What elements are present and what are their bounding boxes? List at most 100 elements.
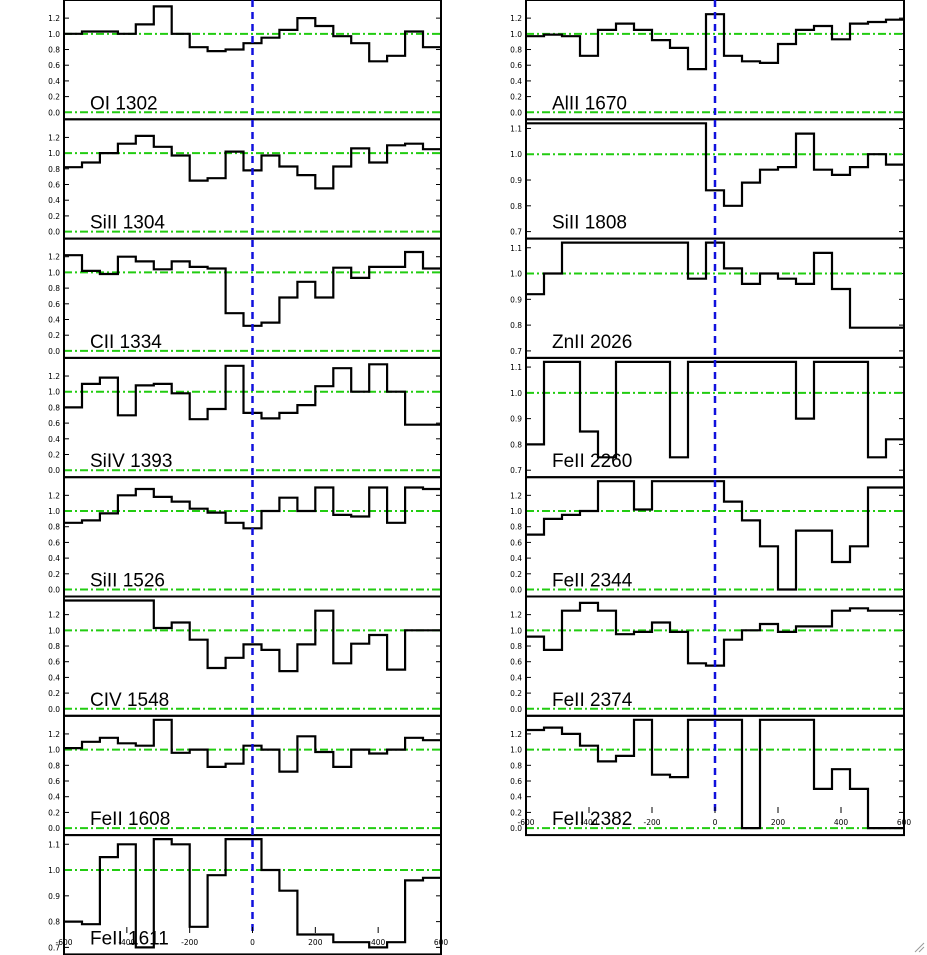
y-tick-label: 0.8: [48, 284, 60, 293]
y-tick-label: 1.2: [48, 491, 60, 500]
panel: 0.7 0.8 0.9 1.0 1.1 ZnII 2026: [510, 237, 905, 359]
y-tick-label: 0.6: [510, 61, 522, 70]
panel: 0.7 0.8 0.9 1.0 1.1 FeII 2260: [510, 356, 905, 479]
y-tick-label: 0.9: [510, 415, 522, 424]
panel: 0.0 0.2 0.4 0.6 0.8 1.0 1.2 SiII 1304: [48, 118, 442, 240]
y-tick-label: 0.8: [48, 46, 60, 55]
panel-label: SiII 1808: [552, 213, 627, 234]
spectrum-series: [64, 363, 441, 426]
y-tick-label: 0.2: [48, 451, 60, 460]
y-tick-label: 0.8: [510, 761, 522, 770]
x-tick-label: -400: [118, 938, 135, 947]
y-tick-label: 0.8: [510, 523, 522, 532]
y-tick-label: 0.7: [48, 943, 60, 952]
y-tick-label: 0.0: [48, 228, 60, 237]
y-tick-label: 1.2: [510, 491, 522, 500]
x-tick-label: -600: [517, 818, 534, 827]
y-tick-label: 0.2: [48, 570, 60, 579]
y-tick-label: 0.0: [48, 347, 60, 356]
resize-grip-icon[interactable]: [913, 941, 925, 953]
y-tick-label: 0.0: [48, 108, 60, 117]
y-tick-label: 0.2: [48, 93, 60, 102]
y-tick-label: 1.0: [510, 389, 522, 398]
spectrum-series: [526, 122, 904, 207]
y-tick-label: 0.0: [48, 466, 60, 475]
panel-label: SiII 1526: [90, 571, 165, 592]
right-column: 0.0 0.2 0.4 0.6 0.8 1.0 1.2 AlII 1670 0.7 0.8 0.9 1…: [510, 0, 912, 837]
y-tick-label: 0.8: [510, 321, 522, 330]
y-tick-label: 0.0: [510, 108, 522, 117]
y-tick-label: 0.0: [510, 705, 522, 714]
panel-label: CIV 1548: [90, 690, 169, 711]
y-tick-label: 1.2: [510, 730, 522, 739]
panel-label: FeII 2374: [552, 690, 633, 711]
panel: 0.0 0.2 0.4 0.6 0.8 1.0 1.2 AlII 1670: [510, 0, 905, 121]
panel-label: ZnII 2026: [552, 332, 632, 353]
y-tick-label: 0.6: [48, 61, 60, 70]
panel: 0.0 0.2 0.4 0.6 0.8 1.0 1.2 FeII 2344: [510, 476, 905, 598]
y-tick-label: 0.6: [48, 181, 60, 190]
y-tick-label: 0.8: [48, 761, 60, 770]
x-tick-label: 0: [250, 938, 255, 947]
x-tick-label: 600: [434, 938, 449, 947]
panel-frame: [63, 834, 442, 955]
y-tick-label: 0.8: [510, 642, 522, 651]
panel: 0.0 0.2 0.4 0.6 0.8 1.0 1.2 FeII 1608: [48, 714, 442, 837]
spectrum-series: [526, 601, 904, 667]
y-tick-label: 0.2: [510, 808, 522, 817]
y-tick-label: 1.0: [510, 30, 522, 39]
y-tick-label: 0.9: [48, 892, 60, 901]
x-tick-label: 600: [897, 818, 912, 827]
y-tick-label: 0.4: [48, 435, 60, 444]
y-tick-label: 0.7: [510, 466, 522, 475]
panel: 0.7 0.8 0.9 1.0 1.1 FeII 1611: [48, 834, 442, 955]
panel-label: SiIV 1393: [90, 451, 172, 472]
y-tick-label: 0.6: [510, 777, 522, 786]
y-tick-label: 0.8: [510, 46, 522, 55]
panel: 0.0 0.2 0.4 0.6 0.8 1.0 1.2 FeII 2382: [510, 714, 905, 837]
y-tick-label: 0.4: [510, 77, 522, 86]
x-tick-label: 400: [371, 938, 386, 947]
y-tick-label: 1.1: [510, 363, 522, 372]
y-tick-label: 1.2: [510, 14, 522, 23]
y-tick-label: 1.1: [510, 244, 522, 253]
panel-frame: [525, 714, 905, 837]
panel-label: FeII 2260: [552, 451, 632, 472]
y-tick-label: 0.4: [48, 77, 60, 86]
y-tick-label: 1.0: [48, 149, 60, 158]
y-tick-label: 1.0: [48, 746, 60, 755]
x-tick-label: 200: [771, 818, 786, 827]
y-tick-label: 0.2: [510, 570, 522, 579]
panel-label: CII 1334: [90, 332, 162, 353]
y-tick-label: 0.6: [510, 658, 522, 667]
y-tick-label: 0.4: [48, 793, 60, 802]
panel-label: OI 1302: [90, 93, 158, 114]
x-tick-label: 0: [713, 818, 718, 827]
spectrum-series: [526, 241, 904, 329]
x-tick-label: -200: [643, 818, 660, 827]
y-tick-label: 1.0: [510, 507, 522, 516]
panel: 0.0 0.2 0.4 0.6 0.8 1.0 1.2 FeII 2374: [510, 595, 905, 717]
panel: 0.0 0.2 0.4 0.6 0.8 1.0 1.2 OI 1302: [48, 0, 442, 121]
panel: 0.0 0.2 0.4 0.6 0.8 1.0 1.2 CIV 1548: [48, 595, 442, 717]
y-tick-label: 1.0: [510, 150, 522, 159]
y-tick-label: 0.2: [48, 212, 60, 221]
y-tick-label: 0.2: [510, 93, 522, 102]
panel: 0.7 0.8 0.9 1.0 1.1 SiII 1808: [510, 118, 905, 240]
y-tick-label: 1.0: [48, 30, 60, 39]
panel-label: AlII 1670: [552, 93, 627, 114]
y-tick-label: 0.6: [510, 538, 522, 547]
y-tick-label: 0.4: [48, 316, 60, 325]
y-tick-label: 1.0: [510, 626, 522, 635]
y-tick-label: 0.6: [48, 300, 60, 309]
y-tick-label: 0.8: [48, 165, 60, 174]
y-tick-label: 0.8: [510, 202, 522, 211]
y-tick-label: 1.2: [48, 253, 60, 262]
y-tick-label: 0.0: [510, 586, 522, 595]
left-column: 0.0 0.2 0.4 0.6 0.8 1.0 1.2 OI 1302 0.0 0.2 0.4 0.6…: [48, 0, 449, 955]
y-tick-label: 0.9: [510, 176, 522, 185]
panel-label: SiII 1304: [90, 213, 165, 234]
y-tick-label: 0.4: [510, 554, 522, 563]
y-tick-label: 1.2: [510, 611, 522, 620]
